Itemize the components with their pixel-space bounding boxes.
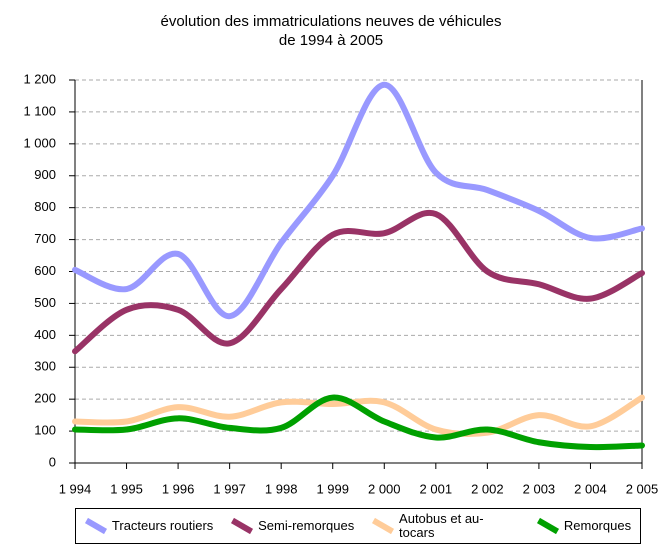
x-tick-label: 1 998 — [265, 481, 298, 496]
legend-label: Remorques — [563, 518, 632, 533]
y-tick-label: 600 — [34, 263, 56, 278]
y-tick-label: 900 — [34, 167, 56, 182]
chart: évolution des immatriculations neuves de… — [23, 13, 659, 496]
y-tick-label: 500 — [34, 295, 56, 310]
y-tick-label: 300 — [34, 359, 56, 374]
series-line — [72, 394, 645, 451]
chart-title: évolution des immatriculations neuves de… — [160, 13, 501, 30]
legend-item: Remorques — [536, 517, 632, 535]
legend-item: Autobus et au- tocars — [372, 512, 519, 540]
y-tick-label: 0 — [49, 454, 56, 469]
x-tick-label: 2 001 — [420, 481, 453, 496]
series-line — [72, 394, 645, 438]
legend-item: Tracteurs routiers — [84, 517, 214, 535]
legend-swatch — [372, 517, 395, 535]
legend-swatch — [84, 517, 107, 535]
legend-swatch — [536, 517, 559, 535]
x-tick-label: 1 994 — [59, 481, 92, 496]
series-line — [72, 209, 645, 355]
y-tick-label: 800 — [34, 199, 56, 214]
x-tick-label: 1 995 — [110, 481, 143, 496]
legend-label: Tracteurs routiers — [111, 518, 214, 533]
x-tick-label: 2 005 — [626, 481, 659, 496]
y-tick-label: 1 100 — [23, 103, 56, 118]
legend-label: Autobus et au- tocars — [399, 511, 484, 540]
legend-swatch — [231, 517, 254, 535]
y-tick-label: 200 — [34, 391, 56, 406]
x-tick-label: 1 997 — [213, 481, 246, 496]
chart-title: de 1994 à 2005 — [279, 32, 383, 49]
y-tick-label: 1 000 — [23, 135, 56, 150]
y-tick-label: 100 — [34, 423, 56, 438]
legend: Tracteurs routiers Semi-remorques Autobus … — [75, 508, 641, 544]
legend-item: Semi-remorques — [231, 517, 355, 535]
x-tick-label: 1 996 — [162, 481, 195, 496]
x-tick-label: 2 002 — [471, 481, 504, 496]
x-tick-label: 2 003 — [523, 481, 556, 496]
x-tick-label: 2 004 — [574, 481, 607, 496]
x-tick-label: 2 000 — [368, 481, 401, 496]
y-tick-label: 700 — [34, 231, 56, 246]
legend-label: Semi-remorques — [258, 518, 355, 533]
y-tick-label: 400 — [34, 327, 56, 342]
series-line — [72, 81, 645, 320]
y-tick-label: 1 200 — [23, 71, 56, 86]
x-tick-label: 1 999 — [316, 481, 349, 496]
